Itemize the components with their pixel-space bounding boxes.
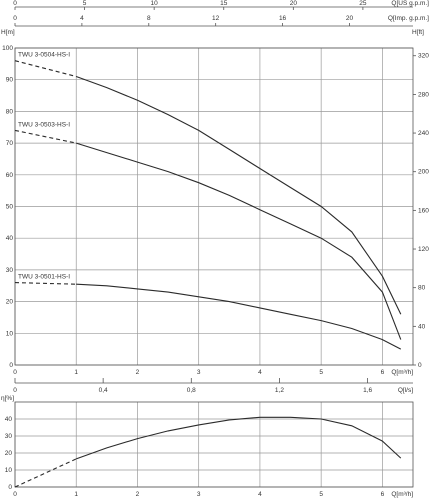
head-y-tick-label: 40 — [6, 235, 14, 242]
head-x-tick-label: 6 — [381, 369, 385, 376]
head-x-tick-label: 2 — [136, 369, 140, 376]
head-x-tick-label: 1 — [74, 369, 78, 376]
eff-x-axis-label: Q[m³/h] — [391, 491, 413, 498]
eff-x-tick-label: 4 — [258, 491, 262, 498]
imp-gpm-tick-label: 16 — [279, 15, 287, 22]
eff-x-tick-label: 3 — [197, 491, 201, 498]
ls-tick-label: 0,8 — [187, 387, 196, 394]
head-curve-extrapolation — [14, 60, 77, 78]
imp-gpm-tick-label: 12 — [212, 15, 220, 22]
eff-x-tick-label: 5 — [319, 491, 323, 498]
head-y-tick-label: 80 — [6, 108, 14, 115]
ls-tick-label: 1,2 — [275, 387, 284, 394]
eff-y-axis-label: η[%] — [1, 395, 14, 402]
head-ft-tick-label: 120 — [418, 246, 429, 253]
litres-per-second-axis: 0 0,4 0,8 1,2 1,6 Q[l/s] — [13, 378, 413, 394]
head-x-tick-label: 4 — [258, 369, 262, 376]
eff-x-tick-label: 1 — [74, 491, 78, 498]
eff-curve-extrapolation — [14, 458, 77, 488]
head-series-label: TWU 3-0504-HS-I — [18, 52, 70, 59]
head-ft-axis-label: H[ft] — [412, 29, 424, 36]
ls-tick-label: 0 — [13, 387, 17, 394]
ls-tick-label: 1,6 — [363, 387, 372, 394]
us-gpm-tick-label: 25 — [359, 0, 367, 7]
head-y-axis-label: H[m] — [1, 29, 15, 36]
head-x-tick-label: 5 — [319, 369, 323, 376]
eff-y-tick-label: 30 — [5, 433, 13, 440]
eff-y-tick-label: 40 — [5, 416, 13, 423]
head-x-tick-label: 3 — [197, 369, 201, 376]
eff-y-tick-label: 0 — [8, 484, 12, 491]
head-ft-tick-label: 280 — [418, 91, 429, 98]
head-ft-tick-label: 200 — [418, 169, 429, 176]
head-y-tick-label: 20 — [6, 299, 14, 306]
ls-tick-label: 0,4 — [99, 387, 108, 394]
head-ft-tick-label: 320 — [418, 53, 429, 60]
head-y-tick-label: 10 — [6, 330, 14, 337]
us-gpm-axis-label: Q[US g.p.m.] — [391, 0, 429, 7]
head-y-tick-label: 0 — [9, 362, 13, 369]
head-ft-tick-label: 160 — [418, 207, 429, 214]
head-y-tick-label: 60 — [6, 172, 14, 179]
imp-gpm-axis-label: Q[Imp. g.p.m.] — [388, 15, 429, 22]
head-ft-tick-label: 0 — [418, 362, 422, 369]
head-ft-tick-label: 40 — [418, 323, 426, 330]
head-y-tick-label: 70 — [6, 140, 14, 147]
head-ft-tick-label: 240 — [418, 130, 429, 137]
head-x-tick-label: 0 — [13, 369, 17, 376]
top-flow-axes: 0 5 10 15 20 25 Q[US g.p.m.] 0 4 8 12 16 20 Q[Imp. g.… — [13, 0, 429, 27]
eff-y-tick-label: 20 — [5, 450, 13, 457]
head-y-tick-label: 30 — [6, 267, 14, 274]
imp-gpm-tick-label: 4 — [80, 15, 84, 22]
head-curve-line — [76, 75, 402, 315]
eff-x-tick-label: 0 — [13, 491, 17, 498]
head-series-label: TWU 3-0501-HS-I — [18, 274, 70, 281]
efficiency-chart: 0 10 20 30 40 0 1 2 3 4 5 6 η[%] Q[m³/h] — [1, 395, 414, 498]
head-curve-line — [76, 142, 402, 340]
head-x-axis-label: Q[m³/h] — [391, 369, 413, 376]
us-gpm-tick-label: 0 — [13, 0, 17, 7]
eff-x-tick-label: 6 — [381, 491, 385, 498]
head-curve-line — [76, 283, 402, 350]
eff-x-tick-label: 2 — [136, 491, 140, 498]
head-series-label: TWU 3-0503-HS-I — [18, 121, 70, 128]
eff-y-tick-label: 10 — [5, 467, 13, 474]
imp-gpm-tick-label: 20 — [346, 15, 354, 22]
head-plot-frame — [14, 47, 414, 366]
us-gpm-tick-label: 20 — [290, 0, 298, 7]
eff-curve-line — [76, 416, 402, 460]
eff-plot-frame — [14, 401, 414, 488]
head-curve-extrapolation — [14, 282, 77, 285]
head-ft-tick-label: 80 — [418, 285, 426, 292]
imp-gpm-tick-label: 8 — [147, 15, 151, 22]
ls-axis-label: Q[l/s] — [398, 387, 413, 394]
us-gpm-tick-label: 15 — [220, 0, 228, 7]
us-gpm-tick-label: 10 — [151, 0, 159, 7]
head-curve-extrapolation — [14, 129, 77, 144]
head-y-tick-label: 90 — [6, 77, 14, 84]
imp-gpm-tick-label: 0 — [13, 15, 17, 22]
head-y-tick-label: 50 — [6, 204, 14, 211]
head-y-tick-label: 100 — [2, 45, 13, 52]
us-gpm-tick-label: 5 — [83, 0, 87, 7]
